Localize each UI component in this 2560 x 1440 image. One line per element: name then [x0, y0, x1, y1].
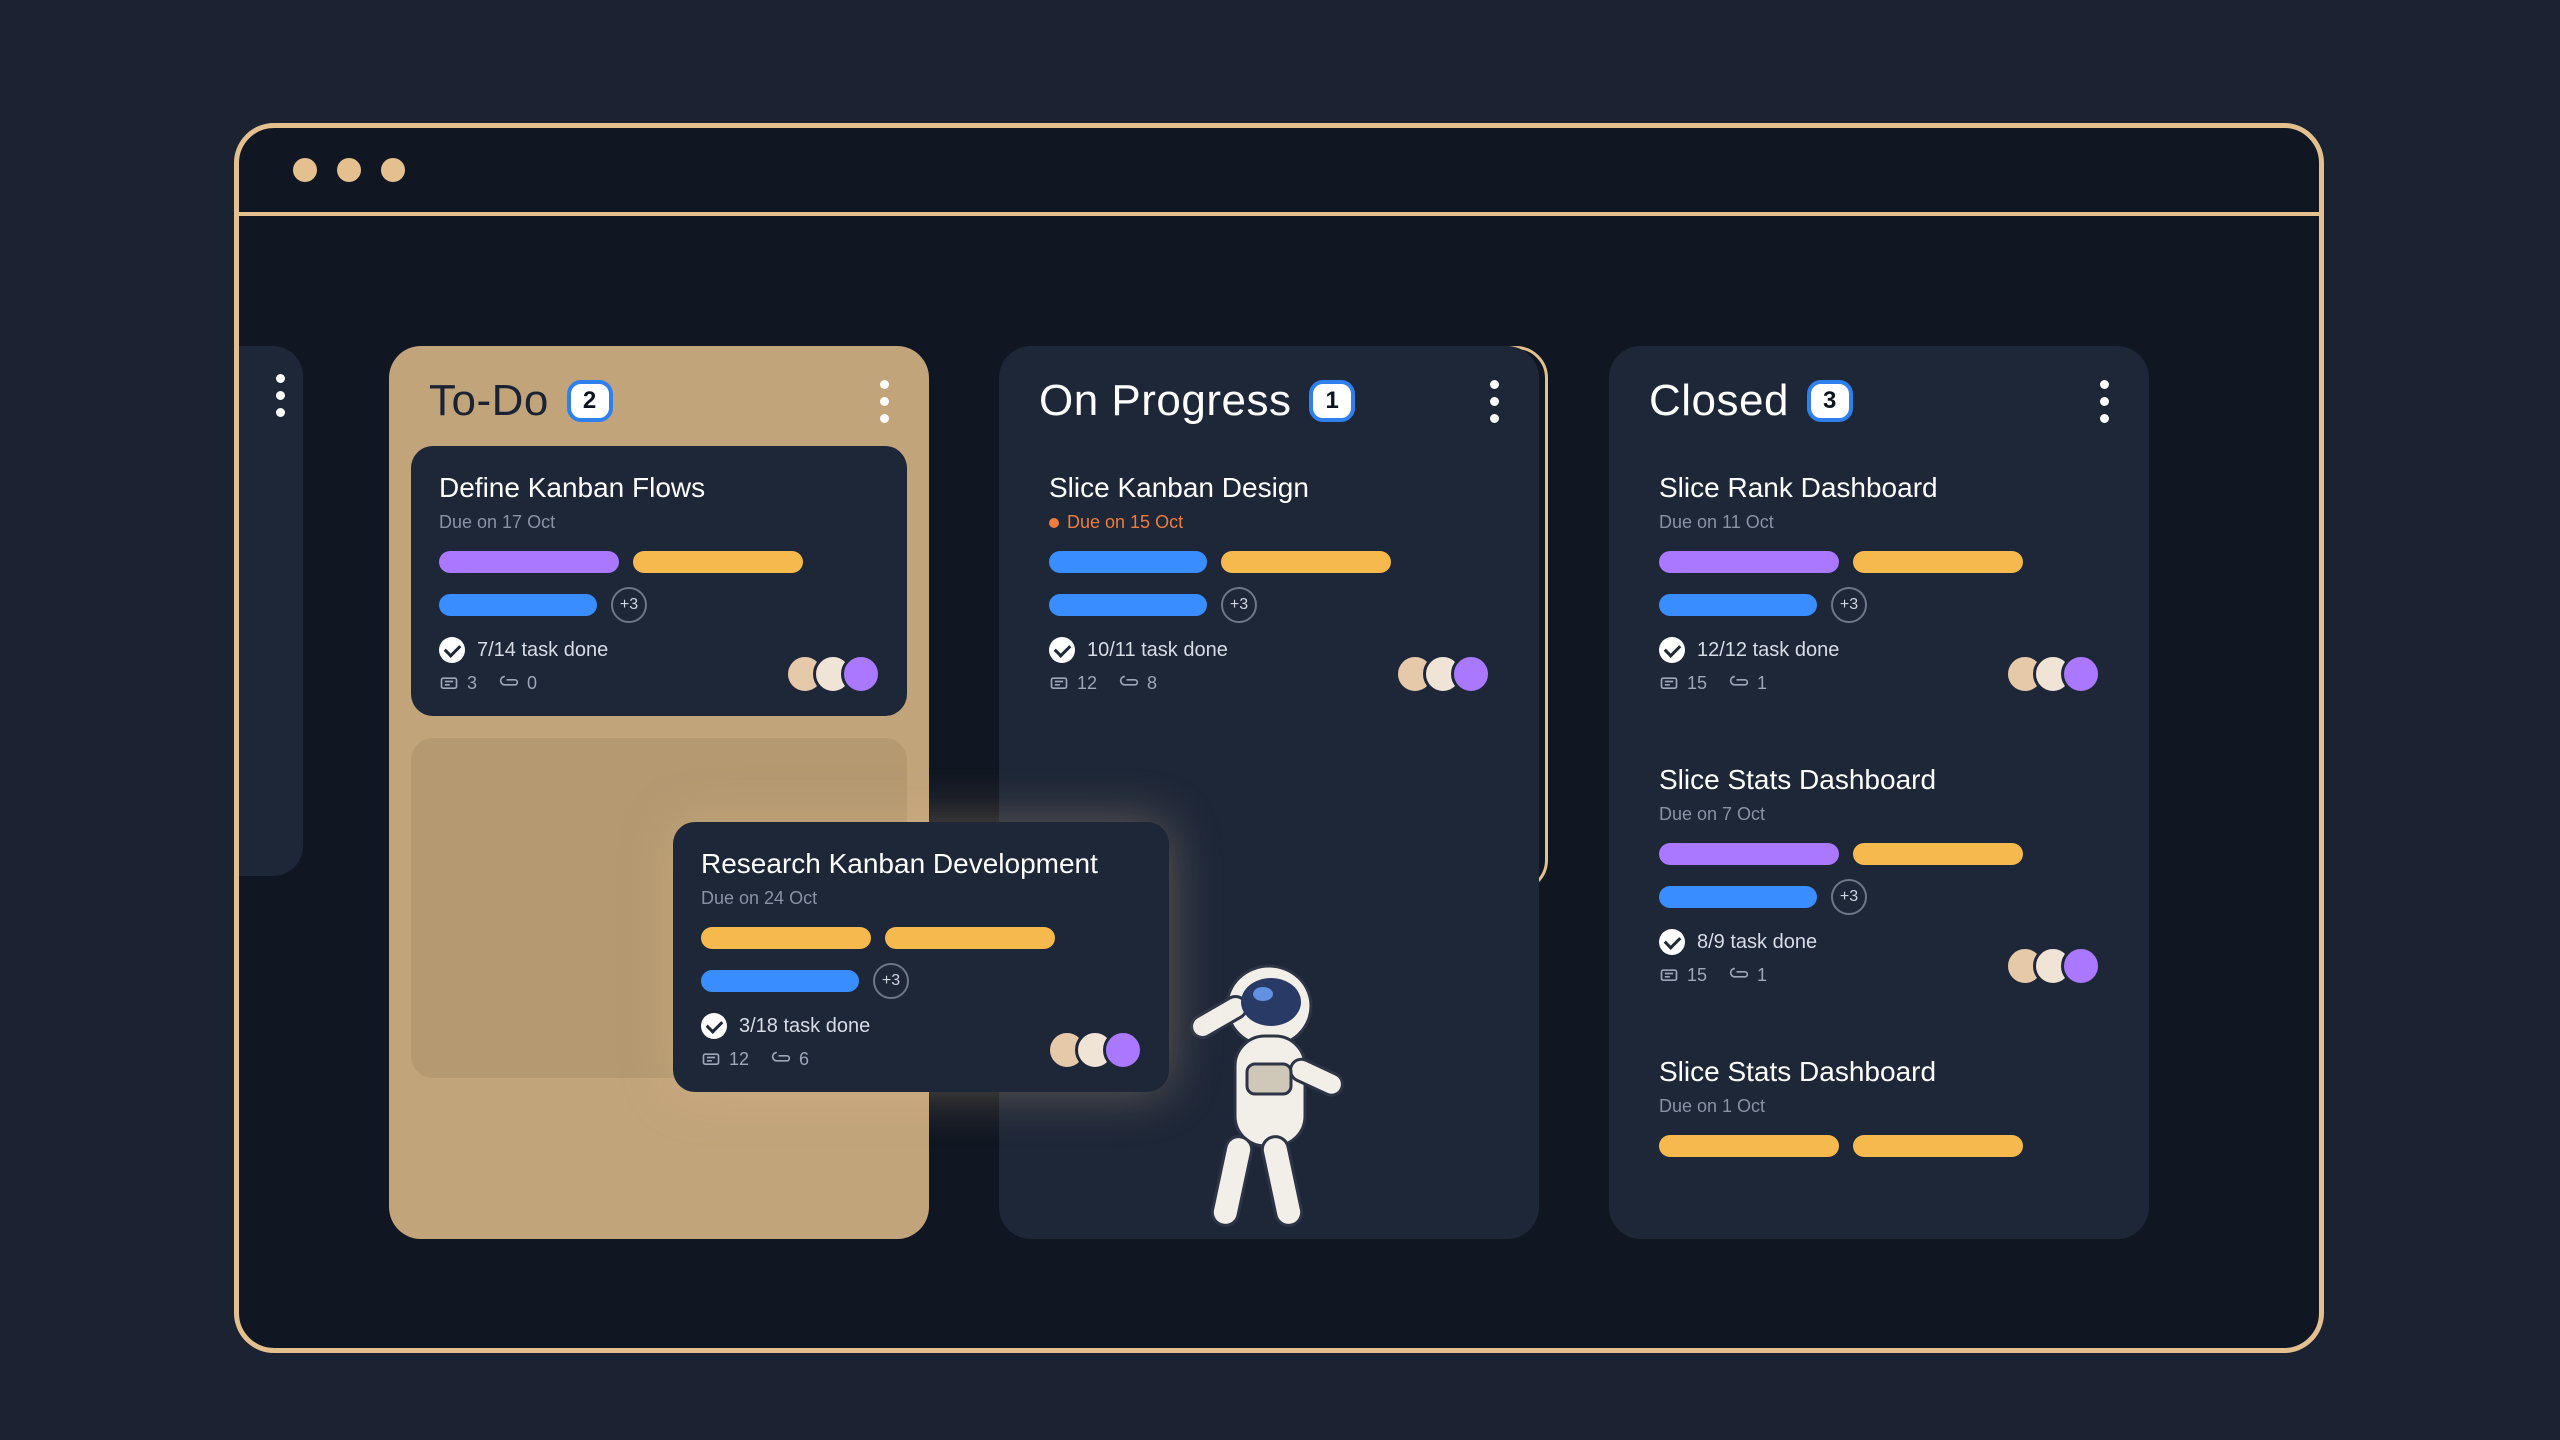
avatar — [1451, 654, 1491, 694]
comments-count[interactable]: 12 — [701, 1049, 749, 1070]
avatar — [841, 654, 881, 694]
more-tags-badge[interactable]: +3 — [873, 963, 909, 999]
assignee-avatars[interactable] — [2017, 946, 2101, 986]
avatar — [2061, 654, 2101, 694]
tag-pill — [633, 551, 803, 573]
attachments-count[interactable]: 0 — [499, 673, 537, 694]
more-tags-badge[interactable]: +3 — [1831, 587, 1867, 623]
column-title: Closed 3 — [1649, 376, 1853, 426]
avatar — [2061, 946, 2101, 986]
comments-count[interactable]: 15 — [1659, 673, 1707, 694]
card-title: Slice Kanban Design — [1049, 472, 1489, 504]
comments-count[interactable]: 3 — [439, 673, 477, 694]
column-count-badge: 1 — [1309, 380, 1355, 422]
check-icon — [1659, 637, 1685, 663]
task-card[interactable]: Define Kanban Flows Due on 17 Oct +3 7/1… — [411, 446, 907, 716]
tag-row — [1659, 1135, 2099, 1157]
assignee-avatars[interactable] — [1407, 654, 1491, 694]
card-title: Slice Rank Dashboard — [1659, 472, 2099, 504]
due-date: Due on 1 Oct — [1659, 1096, 2099, 1117]
browser-window: To-Do 2 Define Kanban Flows Due on 17 Oc… — [234, 123, 2324, 1353]
due-date: Due on 17 Oct — [439, 512, 879, 533]
more-tags-badge[interactable]: +3 — [611, 587, 647, 623]
card-title: Slice Stats Dashboard — [1659, 1056, 2099, 1088]
tag-pill — [701, 970, 859, 992]
tag-pill — [1221, 551, 1391, 573]
due-date: Due on 7 Oct — [1659, 804, 2099, 825]
column-title: To-Do 2 — [429, 376, 613, 426]
more-tags-badge[interactable]: +3 — [1221, 587, 1257, 623]
tag-pill — [1049, 594, 1207, 616]
column-title: On Progress 1 — [1039, 376, 1355, 426]
comments-count[interactable]: 12 — [1049, 673, 1097, 694]
tag-pill — [1659, 551, 1839, 573]
kanban-board: To-Do 2 Define Kanban Flows Due on 17 Oc… — [239, 216, 2319, 1344]
column-menu-icon[interactable] — [1490, 380, 1499, 423]
tag-row: +3 — [1049, 551, 1489, 623]
attachments-count[interactable]: 8 — [1119, 673, 1157, 694]
tag-pill — [1049, 551, 1207, 573]
assignee-avatars[interactable] — [1059, 1030, 1143, 1070]
window-control-max[interactable] — [381, 158, 405, 182]
tag-row: +3 — [439, 551, 879, 623]
tag-row: +3 — [1659, 843, 2099, 915]
tag-pill — [1659, 594, 1817, 616]
astronaut-mascot-icon — [1149, 946, 1359, 1246]
column-count-badge: 3 — [1807, 380, 1853, 422]
tag-row: +3 — [1659, 551, 2099, 623]
comments-count[interactable]: 15 — [1659, 965, 1707, 986]
tag-pill — [1659, 843, 1839, 865]
assignee-avatars[interactable] — [797, 654, 881, 694]
tag-pill — [885, 927, 1055, 949]
tag-pill — [1659, 1135, 1839, 1157]
check-icon — [701, 1013, 727, 1039]
attachments-count[interactable]: 1 — [1729, 673, 1767, 694]
more-tags-badge[interactable]: +3 — [1831, 879, 1867, 915]
tag-pill — [701, 927, 871, 949]
column-closed[interactable]: Closed 3 Slice Rank Dashboard Due on 11 … — [1609, 346, 2149, 1239]
attachments-count[interactable]: 1 — [1729, 965, 1767, 986]
task-card-dragging[interactable]: Research Kanban Development Due on 24 Oc… — [673, 822, 1169, 1092]
check-icon — [1049, 637, 1075, 663]
attachments-count[interactable]: 6 — [771, 1049, 809, 1070]
column-todo[interactable]: To-Do 2 Define Kanban Flows Due on 17 Oc… — [389, 346, 929, 1239]
due-date-overdue: Due on 15 Oct — [1049, 512, 1489, 533]
tag-pill — [439, 551, 619, 573]
column-menu-icon[interactable] — [880, 380, 889, 423]
window-control-close[interactable] — [293, 158, 317, 182]
avatar — [1103, 1030, 1143, 1070]
tag-pill — [1659, 886, 1817, 908]
window-control-min[interactable] — [337, 158, 361, 182]
task-card[interactable]: Slice Rank Dashboard Due on 11 Oct +3 12… — [1631, 446, 2127, 716]
tag-pill — [1853, 843, 2023, 865]
window-titlebar — [239, 128, 2319, 216]
assignee-avatars[interactable] — [2017, 654, 2101, 694]
card-title: Slice Stats Dashboard — [1659, 764, 2099, 796]
column-count-badge: 2 — [567, 380, 613, 422]
check-icon — [439, 637, 465, 663]
due-date: Due on 11 Oct — [1659, 512, 2099, 533]
column-offscreen — [239, 346, 303, 876]
column-menu-icon[interactable] — [2100, 380, 2109, 423]
task-card[interactable]: Slice Kanban Design Due on 15 Oct +3 10/… — [1021, 446, 1517, 716]
tag-pill — [1853, 551, 2023, 573]
task-card[interactable]: Slice Stats Dashboard Due on 1 Oct — [1631, 1030, 2127, 1193]
card-title: Define Kanban Flows — [439, 472, 879, 504]
tag-pill — [439, 594, 597, 616]
column-menu-icon[interactable] — [276, 374, 285, 417]
tag-row: +3 — [701, 927, 1141, 999]
tag-pill — [1853, 1135, 2023, 1157]
due-date: Due on 24 Oct — [701, 888, 1141, 909]
task-card[interactable]: Slice Stats Dashboard Due on 7 Oct +3 8/… — [1631, 738, 2127, 1008]
card-title: Research Kanban Development — [701, 848, 1141, 880]
check-icon — [1659, 929, 1685, 955]
